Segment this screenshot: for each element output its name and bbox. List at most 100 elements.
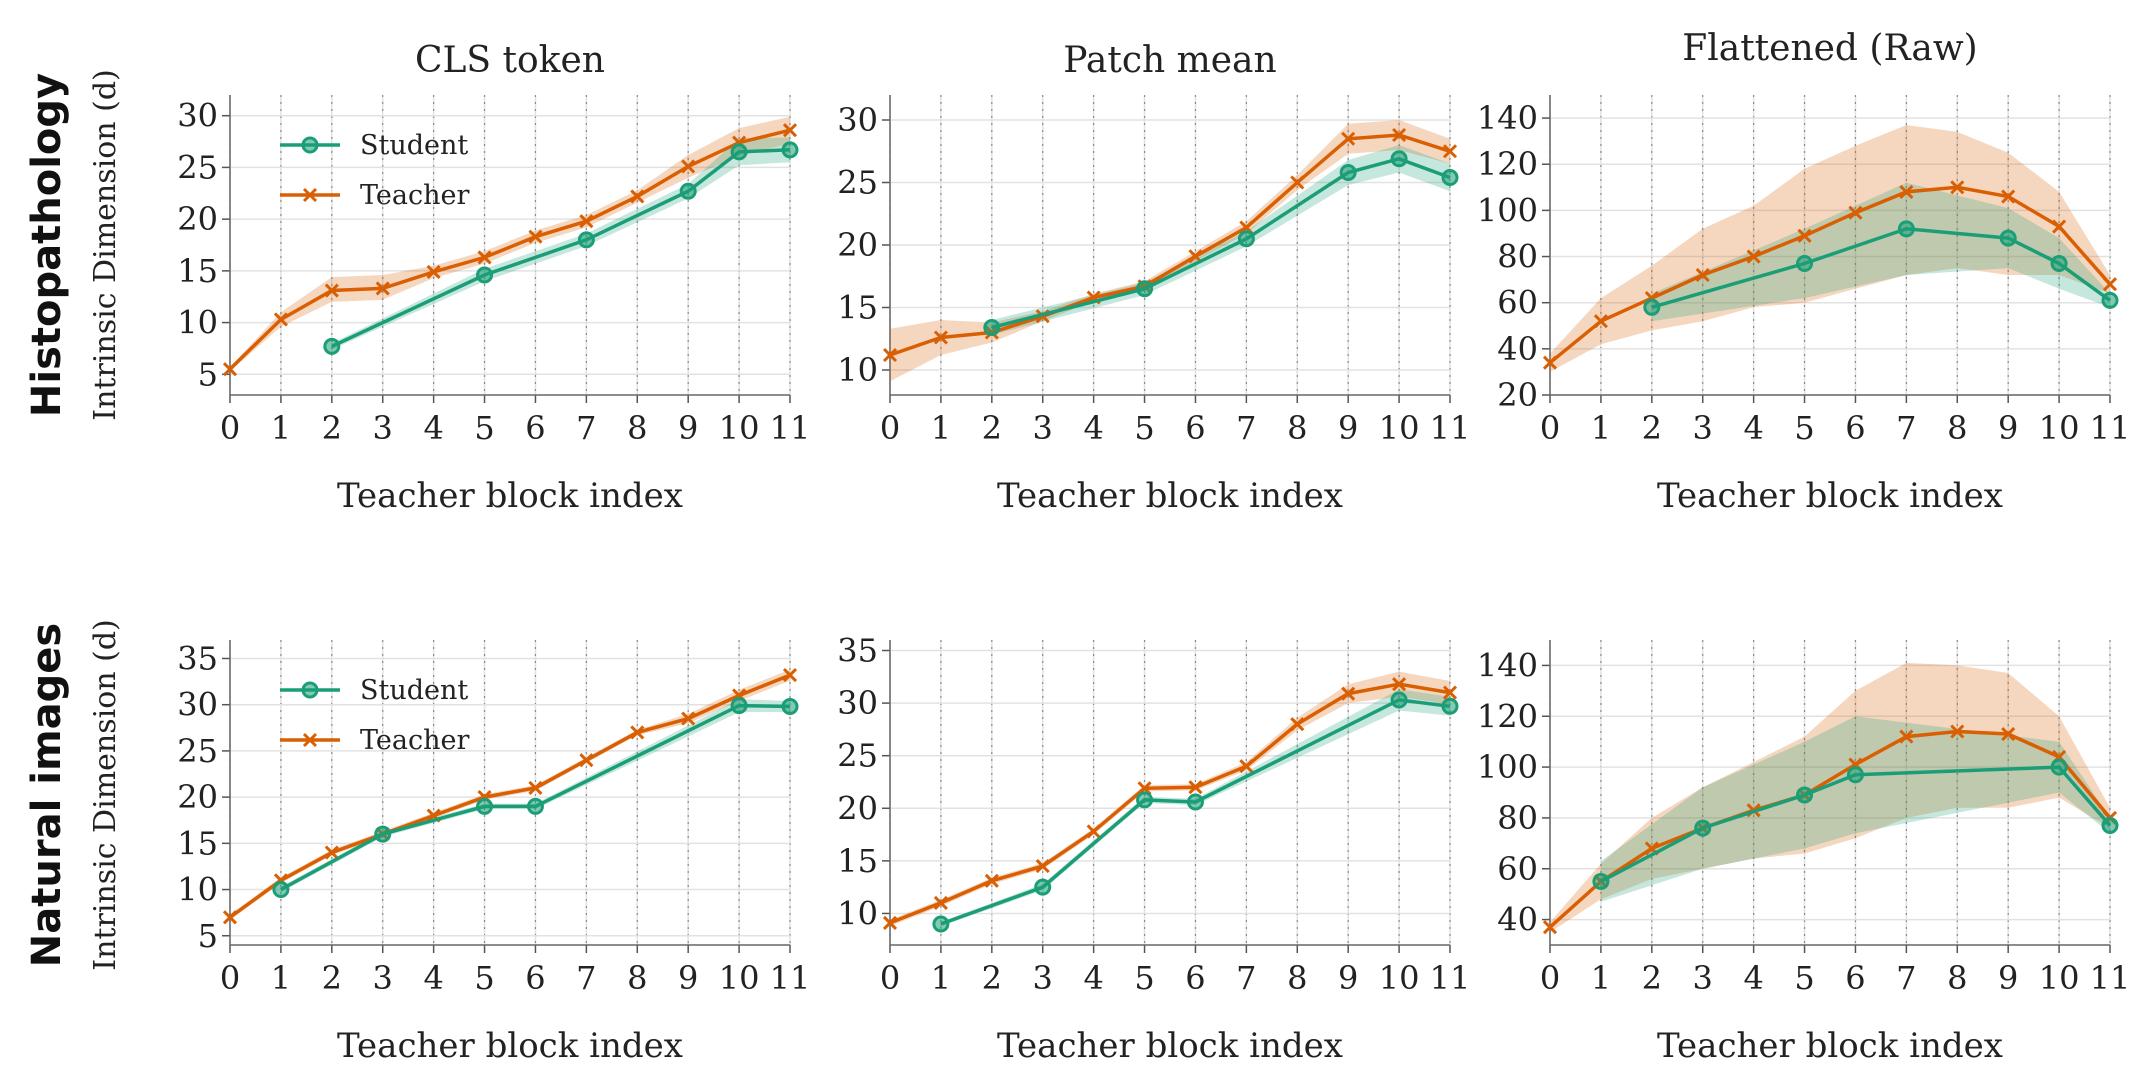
- p3-x-tick-label: 2: [1642, 409, 1662, 447]
- y-axis-label-row2: Intrinsic Dimension (d): [88, 619, 123, 971]
- p3-student-point: [2101, 291, 2119, 309]
- p3-y-tick-label: 140: [1477, 99, 1538, 137]
- p1-x-tick-label: 3: [373, 409, 393, 447]
- p3-teacher-point: [1797, 228, 1812, 243]
- p2-teacher-point: [882, 347, 898, 363]
- p1-teacher-point: [782, 123, 798, 138]
- p4-x-tick-label: 11: [770, 959, 811, 997]
- p5-x-tick-label: 3: [1033, 959, 1053, 997]
- panel-3: 20 40 60 80 100 120 140 0 1 2 3 4 5 6 7 8 9 10 11 Teacher b…: [1477, 95, 2130, 516]
- p1-x-tick-label: 5: [474, 409, 494, 447]
- legend-teacher-label: Teacher: [360, 725, 469, 756]
- p3-x-tick-label: 4: [1743, 409, 1763, 447]
- p4-y-tick-label: 25: [177, 732, 218, 770]
- p4-y-tick-label: 15: [177, 824, 218, 862]
- p3-x-tick-label: 5: [1794, 409, 1814, 447]
- p5-teacher-line: [889, 682, 1451, 925]
- p6-x-tick-label: 2: [1642, 959, 1662, 997]
- p2-y-tick-label: 10: [837, 351, 878, 389]
- p2-teacher-line: [889, 133, 1451, 357]
- p6-student-line: [1600, 765, 2112, 884]
- p4-student-band: [280, 699, 790, 893]
- p3-x-axis-label: Teacher block index: [1657, 476, 2003, 516]
- p3-teacher-point: [2052, 219, 2067, 234]
- p2-student-point: [1136, 280, 1154, 298]
- p2-y-tick-label: 30: [837, 101, 878, 139]
- legend-teacher-label: Teacher: [360, 180, 469, 211]
- p5-teacher-point: [882, 915, 898, 930]
- p6-x-tick-label: 9: [1998, 959, 2018, 997]
- legend-teacher-marker: [302, 732, 318, 748]
- p3-x-tick-label: 8: [1947, 409, 1967, 447]
- p3-teacher-point: [1593, 314, 1608, 329]
- p4-x-tick-label: 6: [525, 959, 545, 997]
- p6-x-tick-label: 11: [2090, 959, 2131, 997]
- p2-x-axis-label: Teacher block index: [997, 476, 1343, 516]
- p1-x-tick-label: 0: [220, 409, 240, 447]
- p2-teacher-point: [1392, 127, 1407, 143]
- p1-student-point: [679, 182, 697, 200]
- p2-x-tick-label: 1: [931, 409, 951, 447]
- p2-x-tick-label: 7: [1236, 409, 1256, 447]
- panel-6: 40 60 80 100 120 140 0 1 2 3 4 5 6 7 8 9 10 11 Teacher blo…: [1477, 640, 2130, 1066]
- p5-student-line: [940, 698, 1451, 926]
- p3-y-tick-label: 60: [1497, 284, 1538, 322]
- p2-x-tick-label: 0: [880, 409, 900, 447]
- p1-student-band: [331, 137, 790, 350]
- p1-y-tick-label: 15: [177, 252, 218, 290]
- p3-teacher-band: [1550, 125, 2110, 372]
- p5-x-tick-label: 4: [1083, 959, 1103, 997]
- p3-teacher-point: [1542, 355, 1558, 370]
- p6-teacher-point: [1899, 729, 1914, 744]
- p1-y-tick-label: 10: [177, 304, 218, 342]
- p1-y-tick-label: 25: [177, 148, 218, 186]
- p6-y-tick-label: 60: [1497, 850, 1538, 888]
- p4-teacher-line: [228, 673, 791, 919]
- p6-x-tick-label: 0: [1540, 959, 1560, 997]
- p5-x-tick-label: 1: [931, 959, 951, 997]
- p3-x-tick-label: 7: [1896, 409, 1916, 447]
- p1-y-tick-label: 20: [177, 200, 218, 238]
- p6-x-tick-label: 1: [1591, 959, 1611, 997]
- legend-student-marker: [301, 136, 319, 154]
- p5-student-point: [932, 915, 950, 933]
- p6-x-tick-label: 10: [2039, 959, 2080, 997]
- p2-student-point: [1441, 169, 1459, 186]
- p2-x-tick-label: 4: [1083, 409, 1103, 447]
- p5-y-tick-label: 10: [837, 894, 878, 932]
- p3-x-tick-label: 1: [1591, 409, 1611, 447]
- p4-student-point: [476, 797, 494, 815]
- p6-student-point: [1846, 766, 1864, 784]
- p3-y-tick-label: 80: [1497, 238, 1538, 276]
- legend-student-label: Student: [360, 130, 468, 161]
- p6-teacher-point: [1950, 724, 1965, 739]
- p2-teacher-point: [1290, 175, 1305, 190]
- p3-teacher-point: [1899, 184, 1914, 199]
- p2-teacher-point: [933, 330, 948, 345]
- p1-x-tick-label: 10: [719, 409, 760, 447]
- p4-teacher-band: [230, 669, 790, 920]
- p5-teacher-point: [1442, 685, 1458, 700]
- p1-teacher-point: [324, 283, 339, 298]
- p4-x-tick-label: 2: [322, 959, 342, 997]
- legend-student-label: Student: [360, 675, 468, 706]
- p2-y-tick-label: 15: [837, 289, 878, 327]
- p3-teacher-line: [1548, 185, 2112, 365]
- p5-teacher-point: [1035, 859, 1050, 874]
- p4-x-tick-label: 0: [220, 959, 240, 997]
- p4-teacher-point: [630, 725, 645, 740]
- p5-student-point: [1186, 793, 1204, 811]
- p5-x-tick-label: 2: [982, 959, 1002, 997]
- p3-student-point: [1999, 229, 2017, 247]
- column-title-patch-mean: Patch mean: [1063, 40, 1276, 81]
- p4-student-point: [374, 825, 392, 843]
- p2-teacher-point: [1442, 144, 1458, 159]
- p5-teacher-point: [1341, 686, 1356, 701]
- p2-student-point: [1339, 164, 1357, 181]
- p1-teacher-point: [579, 214, 594, 229]
- p6-y-tick-label: 100: [1477, 748, 1538, 786]
- p1-x-tick-label: 4: [423, 409, 443, 447]
- p1-x-tick-label: 6: [525, 409, 545, 447]
